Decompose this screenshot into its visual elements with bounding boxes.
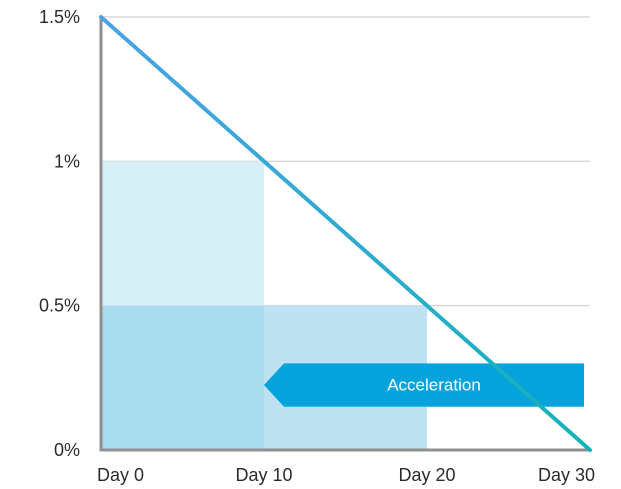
y-tick-label: 0.5% — [39, 296, 80, 316]
x-tick-label: Day 20 — [398, 465, 455, 485]
x-tick-label: Day 10 — [235, 465, 292, 485]
axes — [99, 17, 590, 452]
x-tick-label: Day 30 — [538, 465, 595, 485]
y-tick-label: 0% — [54, 440, 80, 460]
series-lines — [99, 15, 592, 452]
y-tick-label: 1% — [54, 151, 80, 171]
series-line-0 — [99, 15, 592, 452]
shaded-region-2 — [101, 305, 264, 450]
acceleration-label: Acceleration — [387, 376, 481, 395]
y-tick-label: 1.5% — [39, 7, 80, 27]
y-tick-labels: 0% 0.5% 1% 1.5% — [39, 7, 80, 460]
x-tick-labels: Day 0 Day 10 Day 20 Day 30 — [97, 465, 595, 485]
x-tick-label: Day 0 — [97, 465, 144, 485]
